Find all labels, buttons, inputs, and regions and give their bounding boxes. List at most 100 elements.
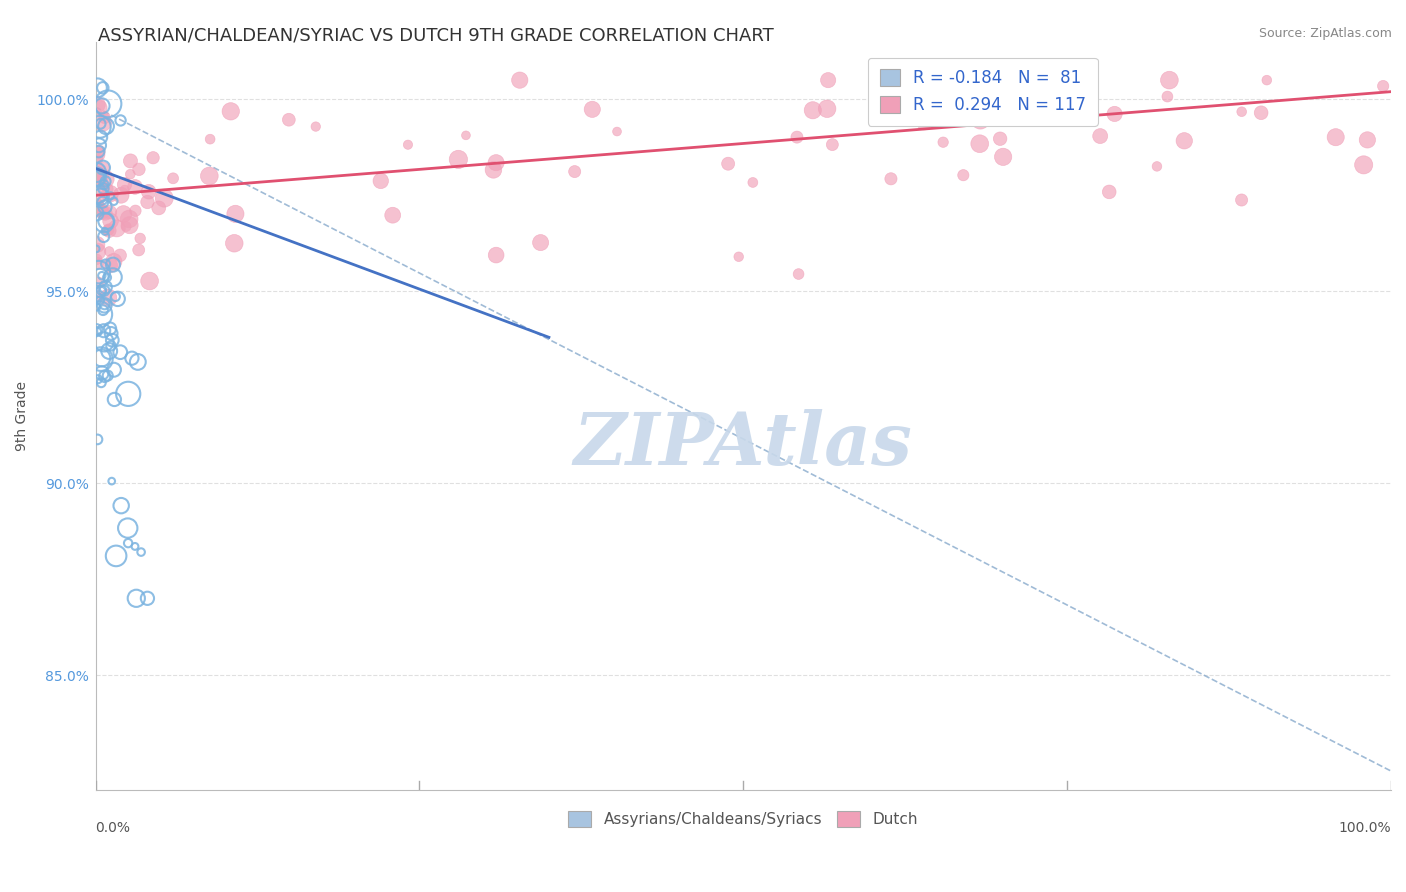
Point xyxy=(93,284,115,298)
Point xyxy=(91,161,114,176)
Point xyxy=(86,433,108,447)
Point xyxy=(87,276,110,290)
Point xyxy=(89,307,111,321)
Point xyxy=(120,167,142,181)
Point xyxy=(96,214,118,228)
Point xyxy=(93,324,115,338)
Text: ASSYRIAN/CHALDEAN/SYRIAC VS DUTCH 9TH GRADE CORRELATION CHART: ASSYRIAN/CHALDEAN/SYRIAC VS DUTCH 9TH GR… xyxy=(98,27,775,45)
Point xyxy=(110,345,132,359)
Point xyxy=(912,115,935,129)
Point xyxy=(485,248,508,262)
Point xyxy=(91,161,114,175)
Point xyxy=(90,366,112,380)
Point xyxy=(305,120,328,134)
Point xyxy=(94,172,117,186)
Point xyxy=(96,270,118,285)
Point xyxy=(87,187,110,202)
Point xyxy=(821,137,844,152)
Point xyxy=(869,87,891,101)
Point xyxy=(124,180,146,194)
Point xyxy=(98,258,121,272)
Point xyxy=(84,165,107,179)
Point xyxy=(127,355,149,369)
Point xyxy=(86,171,108,186)
Point xyxy=(118,218,141,232)
Point xyxy=(198,132,221,146)
Point xyxy=(606,124,628,138)
Point xyxy=(93,180,115,194)
Point xyxy=(454,128,477,143)
Point xyxy=(880,171,903,186)
Point xyxy=(100,326,122,341)
Point xyxy=(93,215,115,229)
Point xyxy=(90,117,112,131)
Point xyxy=(988,132,1011,146)
Point xyxy=(952,168,974,182)
Point xyxy=(91,80,114,95)
Point xyxy=(1250,105,1272,120)
Point xyxy=(100,339,122,353)
Point xyxy=(93,298,115,312)
Point xyxy=(128,162,150,177)
Point xyxy=(117,387,139,401)
Point xyxy=(90,268,112,283)
Point xyxy=(112,207,135,221)
Point xyxy=(86,147,108,161)
Point xyxy=(114,183,136,197)
Point xyxy=(1230,193,1253,207)
Point xyxy=(93,297,115,311)
Point xyxy=(93,334,115,349)
Point xyxy=(97,96,120,111)
Text: 100.0%: 100.0% xyxy=(1339,821,1391,835)
Point xyxy=(370,174,392,188)
Point xyxy=(91,195,114,210)
Point xyxy=(1022,74,1045,88)
Point xyxy=(129,231,152,245)
Point xyxy=(86,244,108,259)
Point xyxy=(1357,133,1379,147)
Point xyxy=(138,274,160,288)
Point xyxy=(100,189,122,203)
Point xyxy=(118,211,141,226)
Point xyxy=(94,200,117,214)
Point xyxy=(991,150,1014,164)
Point xyxy=(86,289,108,303)
Point xyxy=(94,257,117,271)
Point xyxy=(1173,134,1195,148)
Point xyxy=(86,80,108,95)
Point xyxy=(581,103,603,117)
Point xyxy=(224,207,246,221)
Point xyxy=(86,168,108,182)
Point xyxy=(84,242,107,256)
Point xyxy=(485,155,508,169)
Point xyxy=(787,267,810,281)
Point xyxy=(101,258,124,272)
Point xyxy=(117,521,139,535)
Point xyxy=(104,289,127,303)
Point xyxy=(91,99,114,113)
Point xyxy=(108,248,131,262)
Point xyxy=(530,235,553,250)
Point xyxy=(1353,158,1375,172)
Point xyxy=(482,162,505,177)
Point xyxy=(883,94,905,108)
Point xyxy=(100,474,122,488)
Point xyxy=(98,321,121,335)
Point xyxy=(447,153,470,167)
Point xyxy=(1256,73,1278,87)
Point xyxy=(105,221,128,235)
Point xyxy=(86,237,108,252)
Text: Source: ZipAtlas.com: Source: ZipAtlas.com xyxy=(1258,27,1392,40)
Point xyxy=(97,291,120,305)
Point xyxy=(162,171,184,186)
Point xyxy=(87,153,110,167)
Point xyxy=(114,178,136,192)
Point xyxy=(224,236,246,251)
Point xyxy=(98,205,121,219)
Point xyxy=(94,174,117,188)
Point xyxy=(960,73,983,87)
Point xyxy=(101,333,124,347)
Point xyxy=(93,178,115,192)
Point xyxy=(817,73,839,87)
Point xyxy=(93,111,115,125)
